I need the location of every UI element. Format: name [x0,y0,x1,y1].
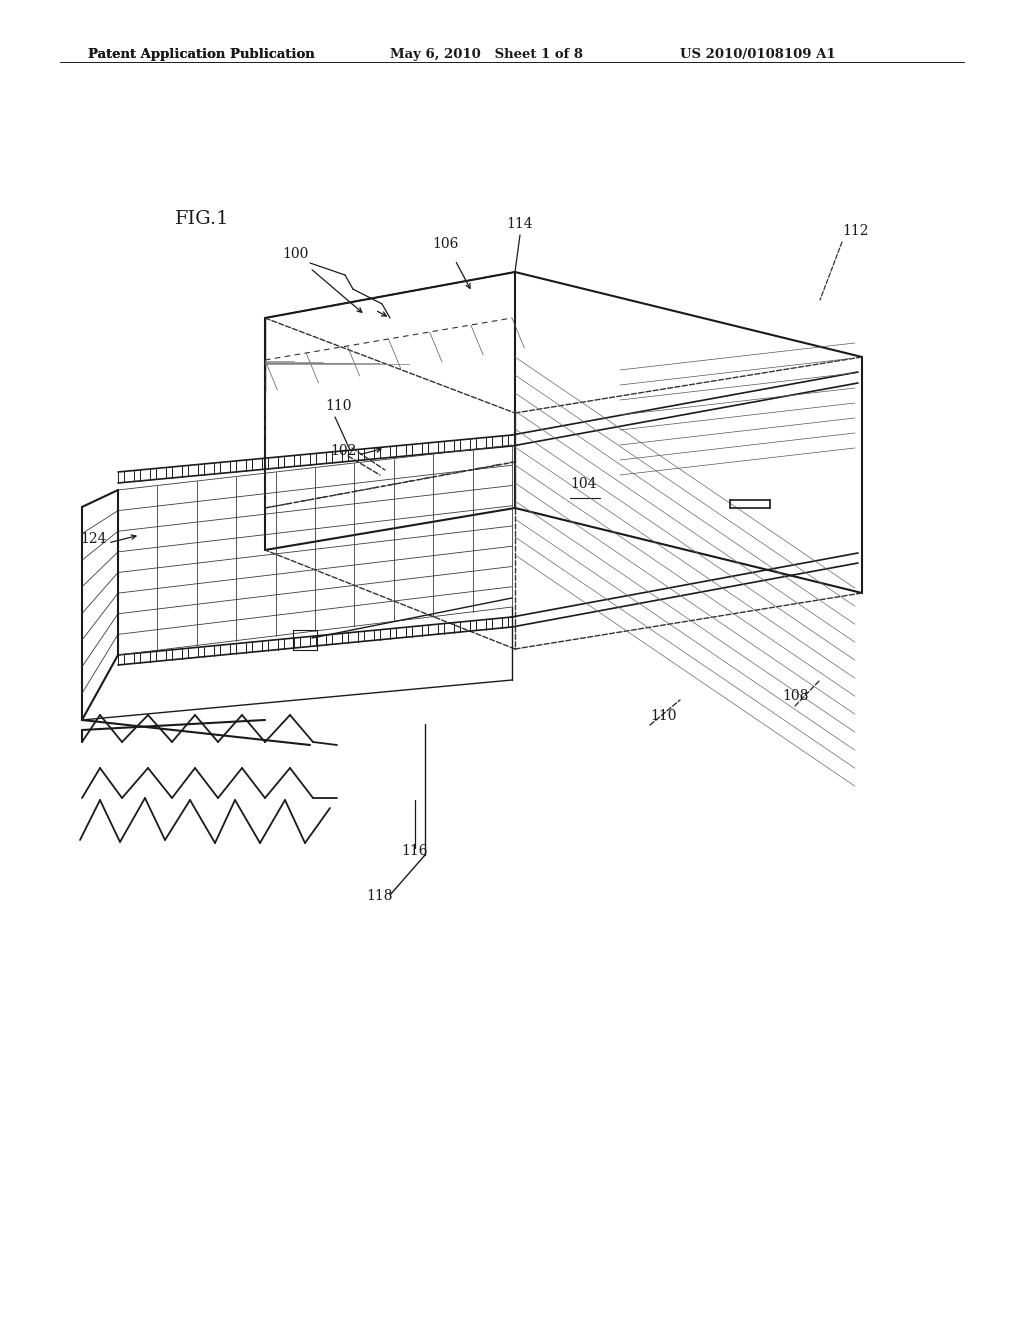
Text: Patent Application Publication: Patent Application Publication [88,48,314,61]
Text: Patent Application Publication: Patent Application Publication [88,48,314,61]
Text: 108: 108 [782,689,808,704]
Text: 106: 106 [432,238,458,251]
Text: 114: 114 [507,216,534,231]
Text: May 6, 2010   Sheet 1 of 8: May 6, 2010 Sheet 1 of 8 [390,48,583,61]
Text: 104: 104 [570,477,597,491]
Text: US 2010/0108109 A1: US 2010/0108109 A1 [680,48,836,61]
Text: 118: 118 [367,888,393,903]
Text: 110: 110 [325,399,351,413]
Text: 110: 110 [650,709,677,723]
Text: 102: 102 [330,444,356,458]
Text: 100: 100 [282,247,308,261]
Text: 112: 112 [842,224,868,238]
Text: FIG.1: FIG.1 [175,210,229,228]
Text: 124: 124 [81,532,106,546]
Text: 116: 116 [401,843,428,858]
